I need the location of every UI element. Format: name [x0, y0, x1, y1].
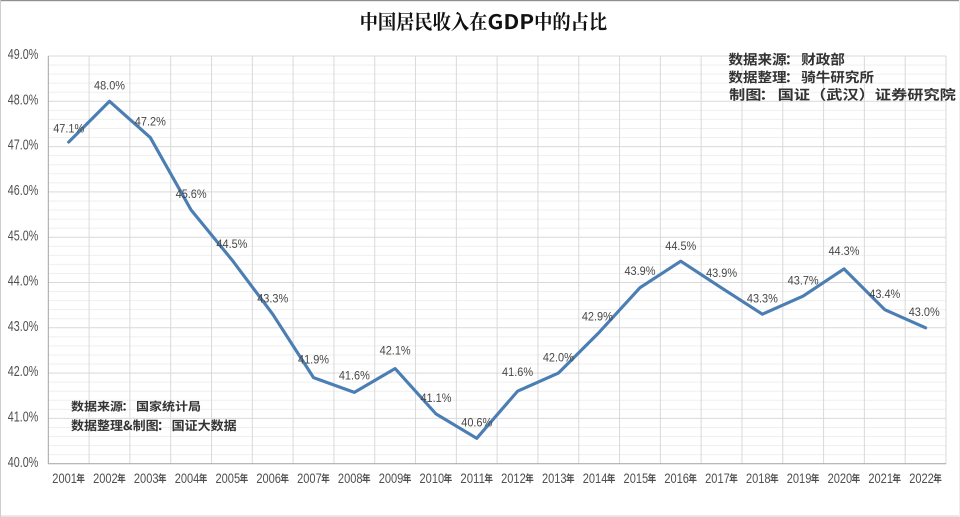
- svg-text:2005: 2005: [216, 471, 241, 486]
- svg-text:43.3%: 43.3%: [747, 291, 778, 305]
- svg-text:43.9%: 43.9%: [624, 264, 655, 278]
- svg-text:41.1%: 41.1%: [420, 391, 451, 405]
- svg-text:2020: 2020: [828, 471, 853, 486]
- svg-text:44.0%: 44.0%: [8, 274, 39, 290]
- svg-text:40.6%: 40.6%: [461, 416, 492, 430]
- svg-text:2014: 2014: [583, 471, 608, 486]
- svg-text:43.9%: 43.9%: [706, 266, 737, 280]
- svg-text:2001: 2001: [52, 471, 77, 486]
- svg-text:44.5%: 44.5%: [216, 237, 247, 251]
- svg-text:2012: 2012: [501, 471, 526, 486]
- svg-text:43.0%: 43.0%: [8, 319, 39, 335]
- svg-text:2017: 2017: [705, 471, 730, 486]
- svg-text:2013: 2013: [542, 471, 567, 486]
- svg-text:48.0%: 48.0%: [94, 79, 125, 93]
- svg-text:2004: 2004: [175, 471, 200, 486]
- svg-text:2011: 2011: [460, 471, 485, 486]
- svg-text:43.4%: 43.4%: [869, 287, 900, 301]
- svg-text:41.9%: 41.9%: [298, 353, 329, 367]
- svg-text:2007: 2007: [297, 471, 322, 486]
- svg-text:44.5%: 44.5%: [665, 239, 696, 253]
- svg-text:40.0%: 40.0%: [8, 455, 39, 471]
- svg-text:2010: 2010: [420, 471, 445, 486]
- svg-text:2022: 2022: [909, 471, 934, 486]
- svg-text:41.0%: 41.0%: [8, 410, 39, 426]
- svg-text:42.0%: 42.0%: [543, 350, 574, 364]
- svg-text:2009: 2009: [379, 471, 404, 486]
- svg-text:44.3%: 44.3%: [828, 244, 859, 258]
- svg-text:2006: 2006: [256, 471, 281, 486]
- svg-text:48.0%: 48.0%: [8, 92, 39, 108]
- svg-text:2018: 2018: [746, 471, 771, 486]
- svg-text:2002: 2002: [93, 471, 118, 486]
- svg-text:43.3%: 43.3%: [257, 291, 288, 305]
- svg-text:42.1%: 42.1%: [380, 343, 411, 357]
- svg-text:42.9%: 42.9%: [582, 310, 613, 324]
- svg-text:45.6%: 45.6%: [176, 187, 207, 201]
- svg-text:47.1%: 47.1%: [53, 121, 84, 135]
- svg-text:41.6%: 41.6%: [339, 368, 370, 382]
- svg-text:46.0%: 46.0%: [8, 183, 39, 199]
- svg-text:41.6%: 41.6%: [502, 365, 533, 379]
- svg-text:47.0%: 47.0%: [8, 138, 39, 154]
- svg-text:49.0%: 49.0%: [8, 47, 39, 63]
- svg-text:2003: 2003: [134, 471, 159, 486]
- svg-text:45.0%: 45.0%: [8, 228, 39, 244]
- svg-text:47.2%: 47.2%: [135, 115, 166, 129]
- svg-text:43.7%: 43.7%: [788, 273, 819, 287]
- svg-text:2015: 2015: [624, 471, 649, 486]
- svg-text:2021: 2021: [868, 471, 893, 486]
- svg-text:2019: 2019: [787, 471, 812, 486]
- svg-text:2008: 2008: [338, 471, 363, 486]
- svg-text:42.0%: 42.0%: [8, 364, 39, 380]
- svg-text:2016: 2016: [664, 471, 689, 486]
- svg-text:43.0%: 43.0%: [909, 305, 940, 319]
